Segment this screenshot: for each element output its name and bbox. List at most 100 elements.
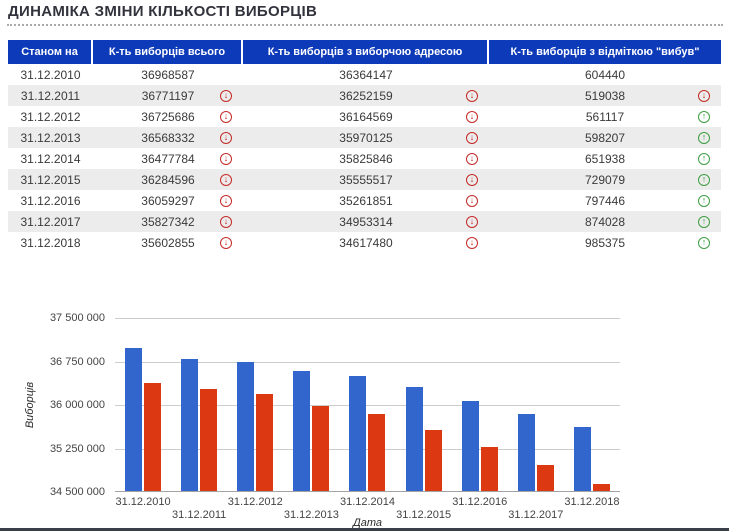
column-header-stanom-na: Станом на: [8, 40, 91, 64]
trend-up-icon: ↑: [698, 194, 710, 207]
cell-value: 31.12.2011: [20, 88, 81, 103]
table-row: 31.12.2011 36771197 ↓ 36252159 ↓ 519038 ↓: [8, 85, 721, 106]
cell-value: 31.12.2016: [20, 193, 81, 208]
x-tick-label: 31.12.2017: [508, 509, 564, 521]
cell-value: 31.12.2018: [20, 235, 81, 250]
bar-with-address: [144, 383, 162, 491]
cell-date: 31.12.2012: [8, 106, 93, 127]
bar-with-address: [536, 465, 554, 491]
cell-with-address: 35555517 ↓: [243, 169, 489, 190]
cell-departed: 874028 ↑: [489, 211, 721, 232]
cell-total: 36771197 ↓: [93, 85, 243, 106]
bar-group: [115, 318, 171, 491]
cell-value: 36725686: [141, 109, 195, 124]
y-tick-label: 36 750 000: [49, 355, 105, 368]
cell-value: 985375: [584, 235, 626, 250]
cell-date: 31.12.2014: [8, 148, 93, 169]
trend-down-icon: ↓: [220, 152, 232, 165]
bar-group: [339, 318, 395, 491]
trend-down-icon: ↓: [220, 131, 232, 144]
voters-table: Станом на К-ть виборців всього К-ть виборц…: [8, 40, 721, 253]
title-separator: [7, 24, 723, 26]
cell-total: 36725686 ↓: [93, 106, 243, 127]
cell-value: 36477784: [141, 151, 195, 166]
cell-total: 36284596 ↓: [93, 169, 243, 190]
x-tick-label: 31.12.2012: [227, 496, 283, 508]
bar-with-address: [368, 414, 386, 491]
cell-departed: 561117 ↑: [489, 106, 721, 127]
cell-value: 36771197: [141, 88, 195, 103]
cell-date: 31.12.2015: [8, 169, 93, 190]
trend-down-icon: ↓: [466, 236, 478, 249]
gridline: [115, 318, 620, 319]
trend-down-icon: ↓: [466, 89, 478, 102]
cell-value: 561117: [585, 109, 625, 124]
trend-down-icon: ↓: [466, 110, 478, 123]
cell-value: 35555517: [339, 172, 393, 187]
cell-date: 31.12.2017: [8, 211, 93, 232]
x-tick-label: 31.12.2018: [564, 496, 620, 508]
bar-total: [405, 387, 423, 491]
table-header-row: Станом на К-ть виборців всього К-ть виборц…: [8, 40, 721, 64]
y-tick-label: 37 500 000: [49, 312, 105, 324]
trend-down-icon: ↓: [220, 236, 232, 249]
bar-total: [125, 348, 143, 491]
cell-value: 35825846: [339, 151, 393, 166]
bar-total: [181, 359, 199, 491]
bar-group: [283, 318, 339, 491]
x-axis-title: Дата: [352, 517, 383, 529]
bar-group: [452, 318, 508, 491]
y-tick-label: 34 500 000: [49, 486, 105, 498]
cell-departed: 651938 ↑: [489, 148, 721, 169]
trend-up-icon: ↑: [698, 173, 710, 186]
cell-value: 36968587: [141, 67, 195, 82]
bar-group: [396, 318, 452, 491]
cell-value: 36059297: [141, 193, 195, 208]
cell-value: 31.12.2014: [20, 151, 81, 166]
cell-date: 31.12.2011: [8, 85, 93, 106]
cell-total: 36968587: [93, 64, 243, 85]
cell-value: 31.12.2012: [20, 109, 81, 124]
bar-with-address: [200, 389, 218, 491]
cell-with-address: 36364147: [243, 64, 489, 85]
table-row: 31.12.2013 36568332 ↓ 35970125 ↓ 598207 ↑: [8, 127, 721, 148]
cell-with-address: 36164569 ↓: [243, 106, 489, 127]
x-tick-label: 31.12.2010: [115, 496, 171, 508]
cell-departed: 729079 ↑: [489, 169, 721, 190]
cell-with-address: 35261851 ↓: [243, 190, 489, 211]
cell-date: 31.12.2010: [8, 64, 93, 85]
cell-departed: 519038 ↓: [489, 85, 721, 106]
gridline: [115, 361, 620, 363]
cell-total: 36568332 ↓: [93, 127, 243, 148]
bar-total: [349, 376, 367, 491]
trend-down-icon: ↓: [466, 194, 478, 207]
table-row: 31.12.2012 36725686 ↓ 36164569 ↓ 561117 ↑: [8, 106, 721, 127]
bar-with-address: [256, 394, 274, 491]
trend-down-icon: ↓: [220, 215, 232, 228]
table-row: 31.12.2018 35602855 ↓ 34617480 ↓ 985375 ↑: [8, 232, 721, 253]
cell-value: 34617480: [339, 235, 393, 250]
trend-down-icon: ↓: [466, 215, 478, 228]
cell-value: 35261851: [339, 193, 393, 208]
table-row: 31.12.2014 36477784 ↓ 35825846 ↓ 651938 ↑: [8, 148, 721, 169]
trend-down-icon: ↓: [466, 152, 478, 165]
cell-total: 36477784 ↓: [93, 148, 243, 169]
trend-down-icon: ↓: [698, 89, 710, 102]
table-row: 31.12.2010 36968587 36364147 604440: [8, 64, 721, 85]
trend-down-icon: ↓: [220, 173, 232, 186]
column-header-departed: К-ть виборців з відміткою "вибув": [489, 40, 721, 64]
bar-group: [171, 318, 227, 491]
bar-total: [461, 401, 479, 491]
voters-chart: Виборців 37 500 000 36 750 000 36 000 000 3…: [0, 300, 729, 529]
column-header-with-address: К-ть виборців з виборчою адресою: [243, 40, 487, 64]
cell-value: 31.12.2010: [20, 67, 81, 82]
y-tick-label: 35 250 000: [49, 442, 105, 455]
table-body: 31.12.2010 36968587 36364147 604440 31.12.20…: [8, 64, 721, 253]
bar-total: [573, 427, 591, 491]
cell-departed: 985375 ↑: [489, 232, 721, 253]
cell-with-address: 34953314 ↓: [243, 211, 489, 232]
cell-value: 36164569: [339, 109, 393, 124]
cell-value: 598207: [584, 130, 626, 145]
bar-with-address: [592, 484, 610, 491]
cell-value: 729079: [584, 172, 626, 187]
